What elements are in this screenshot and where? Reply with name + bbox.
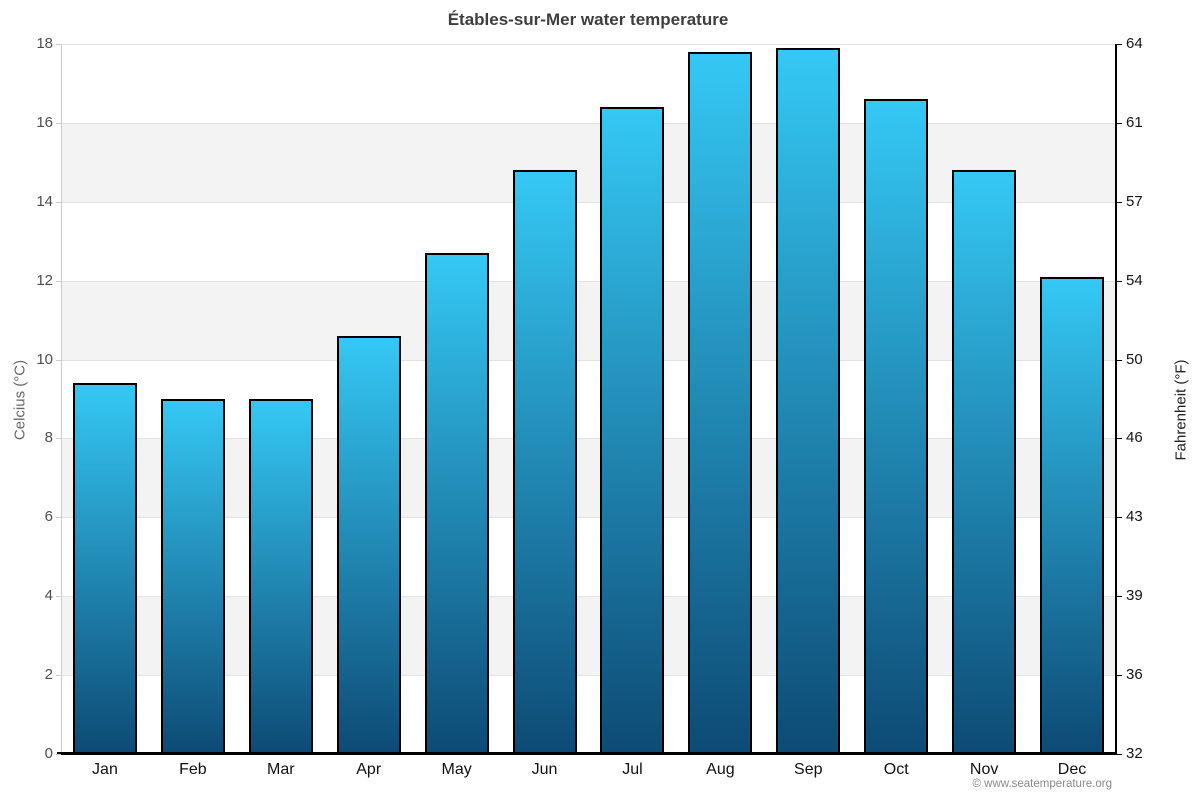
celsius-tickmark <box>56 201 61 203</box>
fahrenheit-tickmark <box>1117 438 1122 440</box>
celsius-axis-line <box>61 44 62 754</box>
bar-dec[interactable] <box>1040 276 1105 754</box>
fahrenheit-tickmark <box>1117 754 1122 755</box>
x-tick-oct: Oct <box>883 761 909 778</box>
gridline <box>61 280 1116 282</box>
celsius-tickmark <box>56 596 61 598</box>
celsius-tickmark <box>56 754 61 755</box>
fahrenheit-tick-32: 32 <box>1126 745 1143 762</box>
celsius-tickmark <box>56 675 61 677</box>
fahrenheit-tick-46: 46 <box>1126 429 1143 447</box>
gridline <box>61 438 1116 440</box>
fahrenheit-tickmark <box>1117 44 1122 45</box>
x-axis-line <box>57 752 1117 755</box>
fahrenheit-tick-57: 57 <box>1126 192 1143 210</box>
plot-band <box>61 122 1116 202</box>
gridline <box>61 44 1116 45</box>
plot-band <box>61 280 1116 360</box>
fahrenheit-tickmark <box>1117 596 1122 598</box>
x-tick-mar: Mar <box>267 761 295 778</box>
gridline <box>61 675 1116 677</box>
bar-sep[interactable] <box>776 47 841 754</box>
fahrenheit-tick-50: 50 <box>1126 350 1143 368</box>
x-tick-apr: Apr <box>356 761 382 778</box>
fahrenheit-tickmark <box>1117 359 1122 361</box>
celsius-tick-6: 6 <box>44 508 53 526</box>
bar-feb[interactable] <box>160 399 225 754</box>
plot-band <box>61 517 1116 597</box>
bar-may[interactable] <box>424 253 489 754</box>
fahrenheit-tickmark <box>1117 201 1122 203</box>
celsius-tick-4: 4 <box>44 587 53 605</box>
bar-jul[interactable] <box>600 107 665 754</box>
plot-band <box>61 438 1116 518</box>
fahrenheit-tick-64: 64 <box>1126 35 1143 52</box>
plot-area <box>61 44 1116 754</box>
x-tick-feb: Feb <box>179 761 207 778</box>
celsius-tick-12: 12 <box>36 271 53 289</box>
x-tick-dec: Dec <box>1057 761 1087 778</box>
x-tick-jun: Jun <box>531 761 558 778</box>
celsius-tick-8: 8 <box>44 429 53 447</box>
celsius-tick-2: 2 <box>44 666 53 684</box>
fahrenheit-axis-line <box>1115 44 1117 754</box>
celsius-tick-14: 14 <box>36 192 53 210</box>
fahrenheit-tickmark <box>1117 122 1122 124</box>
x-tick-may: May <box>441 761 472 778</box>
copyright-credit: © www.seatemperature.org <box>972 778 1112 790</box>
celsius-tick-18: 18 <box>36 35 53 52</box>
celsius-tick-10: 10 <box>36 350 53 368</box>
bar-oct[interactable] <box>864 99 929 754</box>
fahrenheit-tick-54: 54 <box>1126 271 1143 289</box>
celsius-tickmark <box>56 517 61 519</box>
gridline <box>61 596 1116 598</box>
x-tick-jan: Jan <box>92 761 118 778</box>
celsius-tickmark <box>56 359 61 361</box>
gridline <box>61 122 1116 124</box>
plot-band <box>61 675 1116 754</box>
fahrenheit-tickmark <box>1117 280 1122 282</box>
bar-jun[interactable] <box>512 170 577 754</box>
bar-jan[interactable] <box>72 383 137 754</box>
plot-band <box>61 44 1116 123</box>
fahrenheit-tick-43: 43 <box>1126 508 1143 526</box>
x-tick-aug: Aug <box>706 761 735 778</box>
chart-title: Étables-sur-Mer water temperature <box>447 10 729 29</box>
celsius-tickmark <box>56 122 61 124</box>
gridline <box>61 201 1116 203</box>
bar-nov[interactable] <box>952 170 1017 754</box>
plot-band <box>61 596 1116 676</box>
celsius-tick-0: 0 <box>44 745 53 762</box>
plot-band <box>61 201 1116 281</box>
celsius-tick-16: 16 <box>36 113 53 131</box>
bar-aug[interactable] <box>688 51 753 754</box>
bar-mar[interactable] <box>248 399 313 754</box>
gridline <box>61 517 1116 519</box>
plot-band <box>61 359 1116 439</box>
celsius-tickmark <box>56 44 61 45</box>
celsius-tickmark <box>56 280 61 282</box>
x-tick-jul: Jul <box>622 761 643 778</box>
fahrenheit-tickmark <box>1117 675 1122 677</box>
fahrenheit-tick-61: 61 <box>1126 113 1143 131</box>
bar-apr[interactable] <box>336 335 401 754</box>
fahrenheit-tick-36: 36 <box>1126 666 1143 684</box>
fahrenheit-axis-title: Fahrenheit (°F) <box>1172 359 1190 461</box>
gridline <box>61 359 1116 361</box>
fahrenheit-tick-39: 39 <box>1126 587 1143 605</box>
celsius-axis-title: Celcius (°C) <box>11 359 29 441</box>
celsius-tickmark <box>56 438 61 440</box>
x-tick-nov: Nov <box>969 761 999 778</box>
fahrenheit-tickmark <box>1117 517 1122 519</box>
x-tick-sep: Sep <box>794 761 823 778</box>
